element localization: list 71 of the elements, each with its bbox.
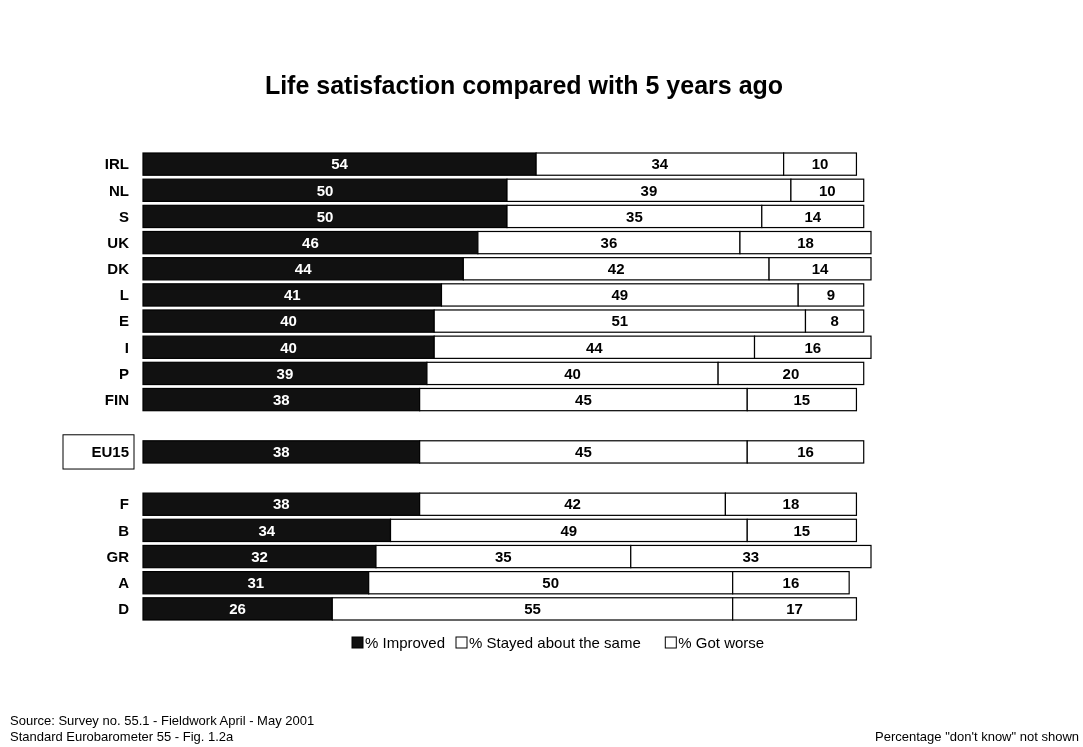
data-label: 42	[564, 495, 581, 513]
data-label: 41	[283, 286, 301, 304]
data-label: 39	[640, 181, 658, 199]
data-label: 38	[272, 390, 290, 408]
data-label: 16	[797, 443, 814, 461]
legend-label: % Got worse	[678, 634, 765, 651]
data-label: 15	[793, 521, 811, 539]
data-label: 20	[782, 364, 800, 382]
y-tick-label: IRL	[104, 155, 129, 173]
data-label: 44	[586, 338, 604, 356]
data-label: 40	[280, 312, 297, 330]
data-label: 32	[251, 547, 268, 565]
data-label: 16	[782, 573, 800, 591]
text: Standard Eurobarometer 55 - Fig. 1.2a	[10, 729, 235, 744]
text: Percentage "don't know" not shown	[875, 729, 1079, 744]
data-label: 38	[272, 443, 290, 461]
data-label: 49	[611, 286, 629, 304]
y-tick-label: DK	[107, 260, 130, 278]
y-tick-label: F	[119, 495, 129, 513]
data-label: 33	[742, 547, 760, 565]
data-label: 18	[782, 495, 800, 513]
data-label: 50	[542, 573, 560, 591]
y-tick-label: B	[118, 521, 130, 539]
data-label: 40	[564, 364, 581, 382]
data-label: 15	[793, 390, 811, 408]
data-label: 44	[294, 260, 313, 278]
data-label: 26	[229, 600, 246, 618]
data-label: 45	[575, 443, 592, 461]
data-label: 55	[524, 600, 541, 618]
data-label: 17	[786, 600, 803, 618]
data-label: 51	[611, 312, 629, 330]
y-tick-label: L	[119, 286, 129, 304]
y-tick-label: P	[118, 364, 129, 382]
data-label: 50	[316, 207, 334, 225]
data-label: 45	[575, 390, 592, 408]
y-tick-label: E	[118, 312, 129, 330]
y-tick-label: S	[118, 207, 129, 225]
data-label: 34	[258, 521, 276, 539]
data-label: 50	[316, 181, 334, 199]
legend-label: % Stayed about the same	[469, 634, 641, 651]
y-tick-label: I	[124, 338, 129, 356]
data-label: 54	[331, 155, 349, 173]
data-label: 16	[804, 338, 822, 356]
y-tick-label: GR	[106, 547, 130, 565]
data-label: 34	[651, 155, 669, 173]
data-label: 14	[804, 207, 822, 225]
y-tick-label: NL	[109, 181, 129, 199]
y-tick-label: A	[118, 573, 130, 591]
data-label: 36	[600, 233, 618, 251]
data-label: 49	[560, 521, 578, 539]
data-label: 35	[495, 547, 512, 565]
data-label: 39	[276, 364, 294, 382]
y-tick-label: EU15	[91, 443, 129, 461]
source-note: Source: Survey no. 55.1 - Fieldwork April - May 2001	[10, 713, 315, 728]
legend-label: % Improved	[365, 634, 446, 651]
y-tick-label: UK	[107, 233, 130, 251]
data-label: 46	[302, 233, 319, 251]
data-label: 10	[818, 181, 836, 199]
data-label: 35	[626, 207, 643, 225]
data-label: 18	[797, 233, 814, 251]
data-label: 9	[826, 286, 836, 304]
data-label: 31	[247, 573, 265, 591]
y-tick-label: D	[118, 600, 130, 618]
data-label: 40	[280, 338, 297, 356]
chart-title: Life satisfaction compared with 5 years ago	[264, 71, 784, 99]
data-label: 42	[607, 260, 625, 278]
data-label: 14	[811, 260, 830, 278]
y-tick-label: FIN	[104, 390, 129, 408]
data-label: 38	[272, 495, 290, 513]
data-label: 8	[830, 312, 839, 330]
data-label: 10	[811, 155, 829, 173]
